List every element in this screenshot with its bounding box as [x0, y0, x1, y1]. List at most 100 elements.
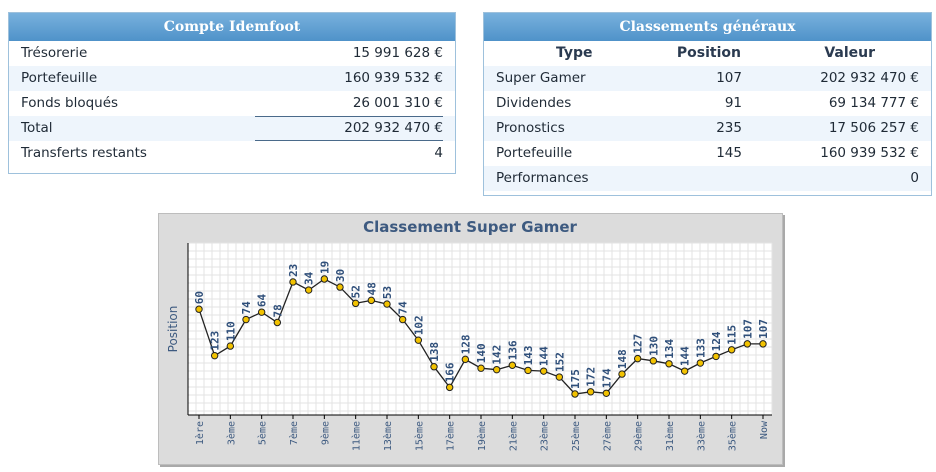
- data-label: 115: [726, 325, 739, 345]
- classements-title: Classements généraux: [484, 13, 931, 41]
- classements-panel: Classements généraux Type Position Valeu…: [483, 12, 932, 196]
- data-point: [445, 383, 454, 392]
- x-tick-label: 23ème: [539, 421, 551, 451]
- x-tick-label: 25ème: [570, 421, 582, 451]
- compte-value: 15 991 628 €: [352, 45, 443, 61]
- data-point: [649, 357, 658, 365]
- data-point: [320, 275, 329, 283]
- compte-label: Trésorerie: [21, 45, 88, 61]
- data-label: 30: [334, 269, 347, 282]
- x-tick-label: 19ème: [476, 421, 488, 451]
- classement-valeur: 69 134 777 €: [828, 95, 919, 111]
- classement-row: Super Gamer 107 202 932 470 €: [484, 66, 931, 91]
- x-tick-label: 1ère: [194, 421, 206, 445]
- data-label: 127: [632, 334, 645, 354]
- data-label: 148: [616, 349, 629, 369]
- compte-panel: Compte Idemfoot Trésorerie 15 991 628 € Po…: [8, 12, 456, 174]
- classement-position: 145: [716, 145, 742, 161]
- data-label: 143: [522, 346, 535, 366]
- compte-label: Total: [21, 120, 53, 136]
- super-gamer-chart: Classement Super Gamer Position 1ère 3ème 5è…: [158, 213, 783, 465]
- data-label: 34: [303, 271, 316, 285]
- data-label: 23: [287, 264, 300, 277]
- data-label: 144: [679, 346, 692, 366]
- x-tick-label: 21ème: [507, 421, 519, 451]
- compte-row: Transferts restants 4: [9, 141, 455, 166]
- data-point: [633, 354, 642, 363]
- compte-label: Portefeuille: [21, 70, 98, 86]
- x-tick-label: 15ème: [413, 421, 425, 451]
- x-tick-label: 9ème: [319, 421, 331, 445]
- data-point: [195, 305, 203, 313]
- data-point: [367, 296, 376, 305]
- compte-label: Transferts restants: [21, 145, 147, 161]
- classement-type: Performances: [496, 170, 589, 186]
- data-point: [555, 373, 564, 381]
- classement-position: 107: [716, 70, 742, 86]
- data-label: 107: [757, 319, 770, 339]
- compte-value: 26 001 310 €: [352, 95, 443, 111]
- header-valeur: Valeur: [824, 45, 875, 61]
- data-label: 166: [444, 362, 457, 382]
- data-label: 53: [381, 286, 394, 299]
- data-point: [743, 340, 752, 348]
- data-point: [336, 283, 344, 291]
- data-label: 110: [224, 321, 237, 341]
- compte-value: 160 939 532 €: [344, 70, 443, 86]
- data-label: 123: [209, 331, 222, 351]
- data-label: 138: [428, 342, 441, 362]
- data-label: 175: [569, 369, 582, 389]
- data-point: [492, 365, 501, 374]
- data-label: 64: [256, 294, 269, 308]
- data-point: [304, 286, 313, 294]
- data-point: [508, 361, 517, 369]
- compte-value: 4: [434, 145, 443, 161]
- chart-title: Classement Super Gamer: [363, 218, 577, 236]
- classement-valeur: 17 506 257 €: [828, 120, 919, 136]
- chart-canvas: Classement Super Gamer Position 1ère 3ème 5è…: [166, 218, 773, 451]
- data-point: [226, 342, 235, 350]
- data-label: 144: [538, 346, 551, 366]
- classement-type: Super Gamer: [496, 70, 586, 86]
- data-label: 52: [350, 285, 363, 298]
- x-tick-label: 27ème: [601, 421, 613, 451]
- classement-row: Performances 0: [484, 166, 931, 191]
- classement-position: 235: [716, 120, 742, 136]
- x-tick-label: 29ème: [633, 421, 645, 451]
- x-tick-label: 13ème: [382, 421, 394, 451]
- data-point: [602, 389, 611, 397]
- data-label: 124: [710, 331, 723, 351]
- data-label: 134: [663, 339, 676, 359]
- data-point: [242, 315, 250, 324]
- header-type: Type: [556, 45, 593, 61]
- x-tick-label: Now: [759, 420, 770, 439]
- data-point: [727, 346, 736, 354]
- classement-row: Dividendes 91 69 134 777 €: [484, 91, 931, 116]
- data-point: [539, 367, 548, 375]
- data-point: [477, 364, 485, 372]
- classement-type: Portefeuille: [496, 145, 573, 161]
- data-label: 136: [506, 340, 519, 360]
- data-point: [414, 336, 423, 344]
- compte-row: Trésorerie 15 991 628 €: [9, 41, 455, 66]
- data-point: [430, 363, 438, 371]
- x-tick-label: 11ème: [351, 421, 363, 451]
- x-tick-label: 5ème: [257, 421, 269, 445]
- data-point: [273, 318, 282, 327]
- classement-valeur: 160 939 532 €: [820, 145, 919, 161]
- x-tick-label: 7ème: [288, 421, 300, 445]
- data-label: 140: [475, 343, 488, 363]
- data-label: 142: [491, 345, 504, 365]
- data-point: [618, 370, 626, 378]
- header-position: Position: [676, 45, 741, 61]
- data-label: 128: [459, 334, 472, 354]
- data-label: 74: [397, 301, 410, 315]
- data-point: [586, 388, 595, 396]
- data-label: 102: [412, 315, 425, 335]
- data-point: [289, 278, 297, 286]
- data-point: [257, 308, 266, 316]
- data-label: 48: [365, 282, 378, 295]
- x-tick-label: 3ème: [225, 421, 237, 445]
- data-point: [712, 352, 720, 361]
- data-point: [696, 359, 705, 367]
